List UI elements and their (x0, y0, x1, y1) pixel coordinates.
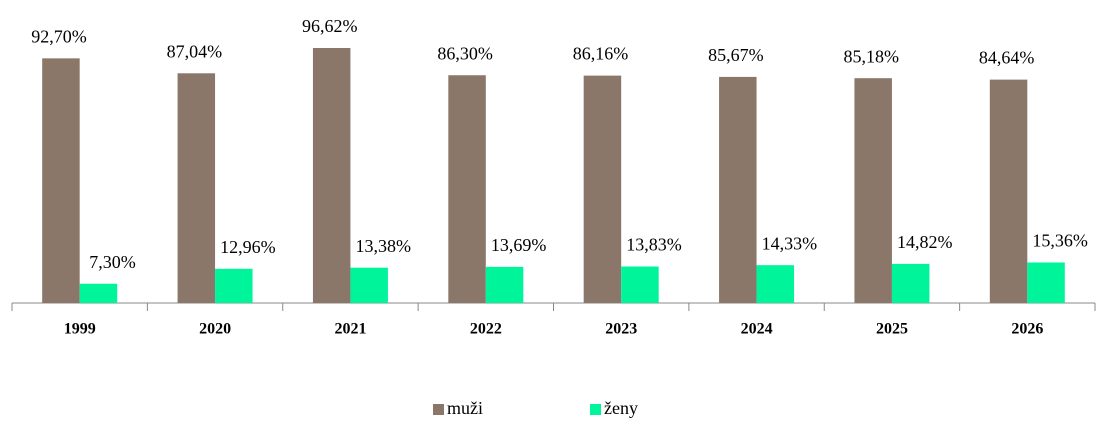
data-label: 13,69% (491, 235, 547, 255)
bar (79, 283, 118, 303)
bar (583, 75, 622, 304)
data-label: 86,30% (437, 43, 493, 63)
bar (756, 265, 795, 303)
data-label: 15,36% (1032, 231, 1088, 251)
x-tick-label: 2026 (1011, 321, 1043, 338)
bar (350, 267, 388, 303)
bar (485, 266, 524, 303)
data-label: 86,16% (573, 44, 629, 64)
bar (312, 48, 351, 303)
data-label: 85,18% (843, 46, 899, 66)
x-tick-label: 2025 (876, 321, 908, 338)
data-label: 96,62% (302, 16, 358, 36)
bar (621, 266, 659, 303)
legend-swatch (590, 404, 601, 415)
x-tick-label: 1999 (64, 321, 96, 338)
bar (891, 263, 930, 303)
data-label: 14,33% (762, 233, 818, 253)
legend-label: muži (447, 398, 483, 418)
data-label: 84,64% (979, 48, 1035, 68)
bar (989, 79, 1028, 303)
data-label: 14,82% (897, 232, 953, 252)
legend-label: ženy (604, 398, 638, 418)
bar (719, 76, 757, 304)
bar (448, 75, 486, 303)
bar (215, 268, 253, 303)
data-label: 7,30% (89, 252, 136, 272)
data-label: 87,04% (167, 41, 223, 61)
data-label: 12,96% (220, 237, 276, 257)
data-label: 92,70% (31, 26, 87, 46)
data-label: 13,38% (355, 236, 411, 256)
data-label: 85,67% (708, 45, 764, 65)
x-tick-label: 2023 (605, 321, 637, 338)
x-tick-label: 2020 (199, 321, 231, 338)
x-tick-label: 2024 (741, 321, 773, 338)
data-label: 13,83% (626, 235, 682, 255)
x-tick-label: 2021 (334, 321, 366, 338)
legend-swatch (433, 404, 444, 415)
bar (1027, 262, 1065, 303)
bar (854, 78, 892, 303)
x-tick-label: 2022 (470, 321, 502, 338)
bar (177, 73, 216, 303)
bar (42, 58, 80, 303)
